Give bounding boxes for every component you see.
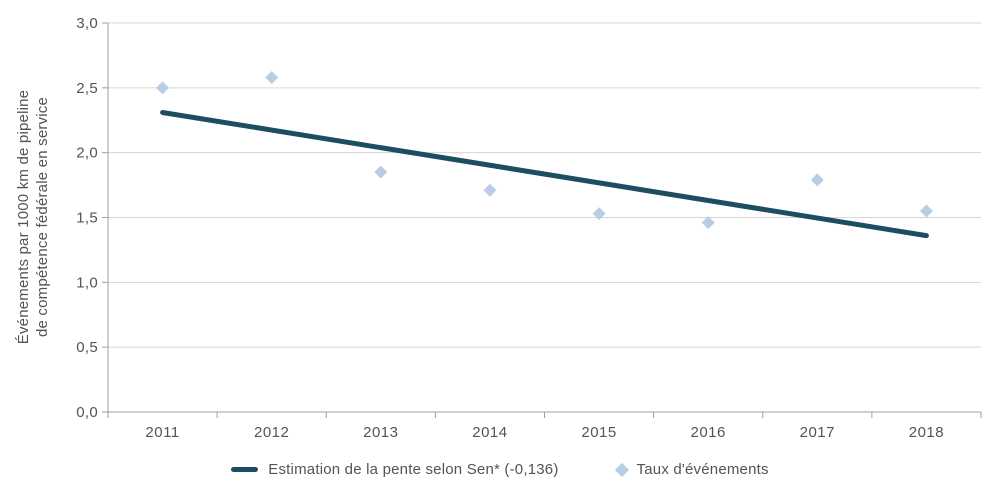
event-rate-marker [701,216,715,230]
legend-item-trend: Estimation de la pente selon Sen* (-0,13… [231,461,558,478]
event-rate-marker [156,81,170,95]
y-tick-label: 2,5 [76,80,98,97]
event-diamond-swatch-icon [614,462,629,477]
event-rate-marker [374,165,388,179]
legend: Estimation de la pente selon Sen* (-0,13… [0,461,1000,478]
event-rate-marker [483,183,497,197]
x-tick-label: 2015 [581,424,616,441]
y-axis-title-line2: de compétence fédérale en service [34,96,51,338]
legend-trend-label: Estimation de la pente selon Sen* (-0,13… [268,461,559,478]
x-tick-label: 2013 [363,424,398,441]
event-rate-marker [265,70,279,84]
legend-scatter-label: Taux d'événements [636,461,769,478]
y-axis-title: Événements par 1000 km de pipeline de co… [14,7,52,427]
y-tick-label: 0,5 [76,339,98,356]
x-tick-label: 2012 [254,424,289,441]
y-tick-label: 0,0 [76,404,98,421]
sen-slope-trend-line [160,109,929,239]
x-tick-label: 2014 [472,424,507,441]
trend-line-swatch-icon [231,467,259,472]
y-axis-title-line1: Événements par 1000 km de pipeline [15,89,32,345]
event-rate-marker [592,207,606,221]
y-tick-label: 3,0 [76,15,98,32]
y-tick-label: 1,5 [76,210,98,227]
x-tick-label: 2011 [145,424,179,441]
x-tick-label: 2018 [909,424,944,441]
event-rate-marker [810,173,824,187]
y-tick-label: 2,0 [76,145,98,162]
x-tick-label: 2017 [800,424,835,441]
y-tick-label: 1,0 [76,274,98,291]
event-rate-marker [919,204,933,218]
legend-item-events: Taux d'événements [614,461,769,478]
x-tick-label: 2016 [691,424,726,441]
